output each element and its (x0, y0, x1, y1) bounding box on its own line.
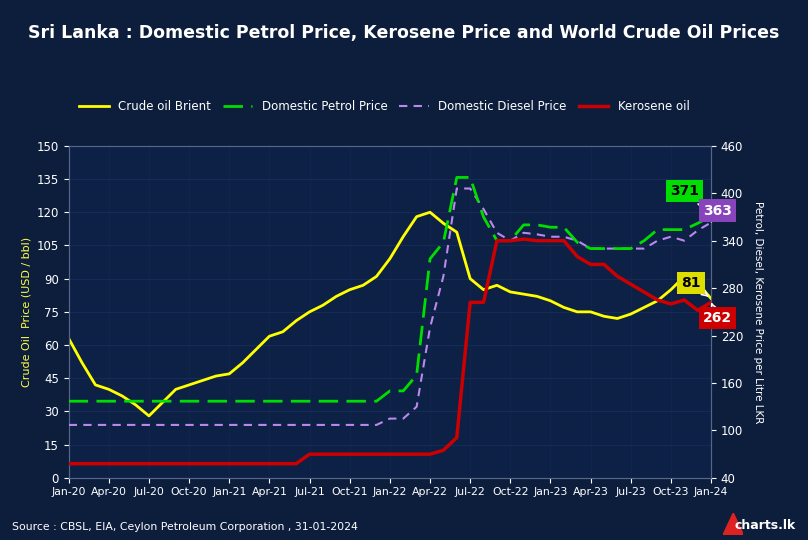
Y-axis label: Petrol, Diesel, Kerosene Price per Litre LKR: Petrol, Diesel, Kerosene Price per Litre… (752, 201, 763, 423)
Polygon shape (723, 513, 743, 535)
Legend: Crude oil Brient, Domestic Petrol Price, Domestic Diesel Price, Kerosene oil: Crude oil Brient, Domestic Petrol Price,… (74, 95, 694, 118)
Text: Sri Lanka : Domestic Petrol Price, Kerosene Price and World Crude Oil Prices: Sri Lanka : Domestic Petrol Price, Keros… (28, 24, 780, 42)
Text: charts.lk: charts.lk (734, 519, 796, 532)
Text: 363: 363 (703, 204, 732, 222)
Y-axis label: Crude Oil  Price (USD / bbl): Crude Oil Price (USD / bbl) (21, 237, 31, 387)
Text: 262: 262 (703, 304, 732, 325)
Text: 371: 371 (670, 184, 708, 213)
Text: 81: 81 (681, 276, 708, 296)
Text: Source : CBSL, EIA, Ceylon Petroleum Corporation , 31-01-2024: Source : CBSL, EIA, Ceylon Petroleum Cor… (12, 522, 358, 532)
